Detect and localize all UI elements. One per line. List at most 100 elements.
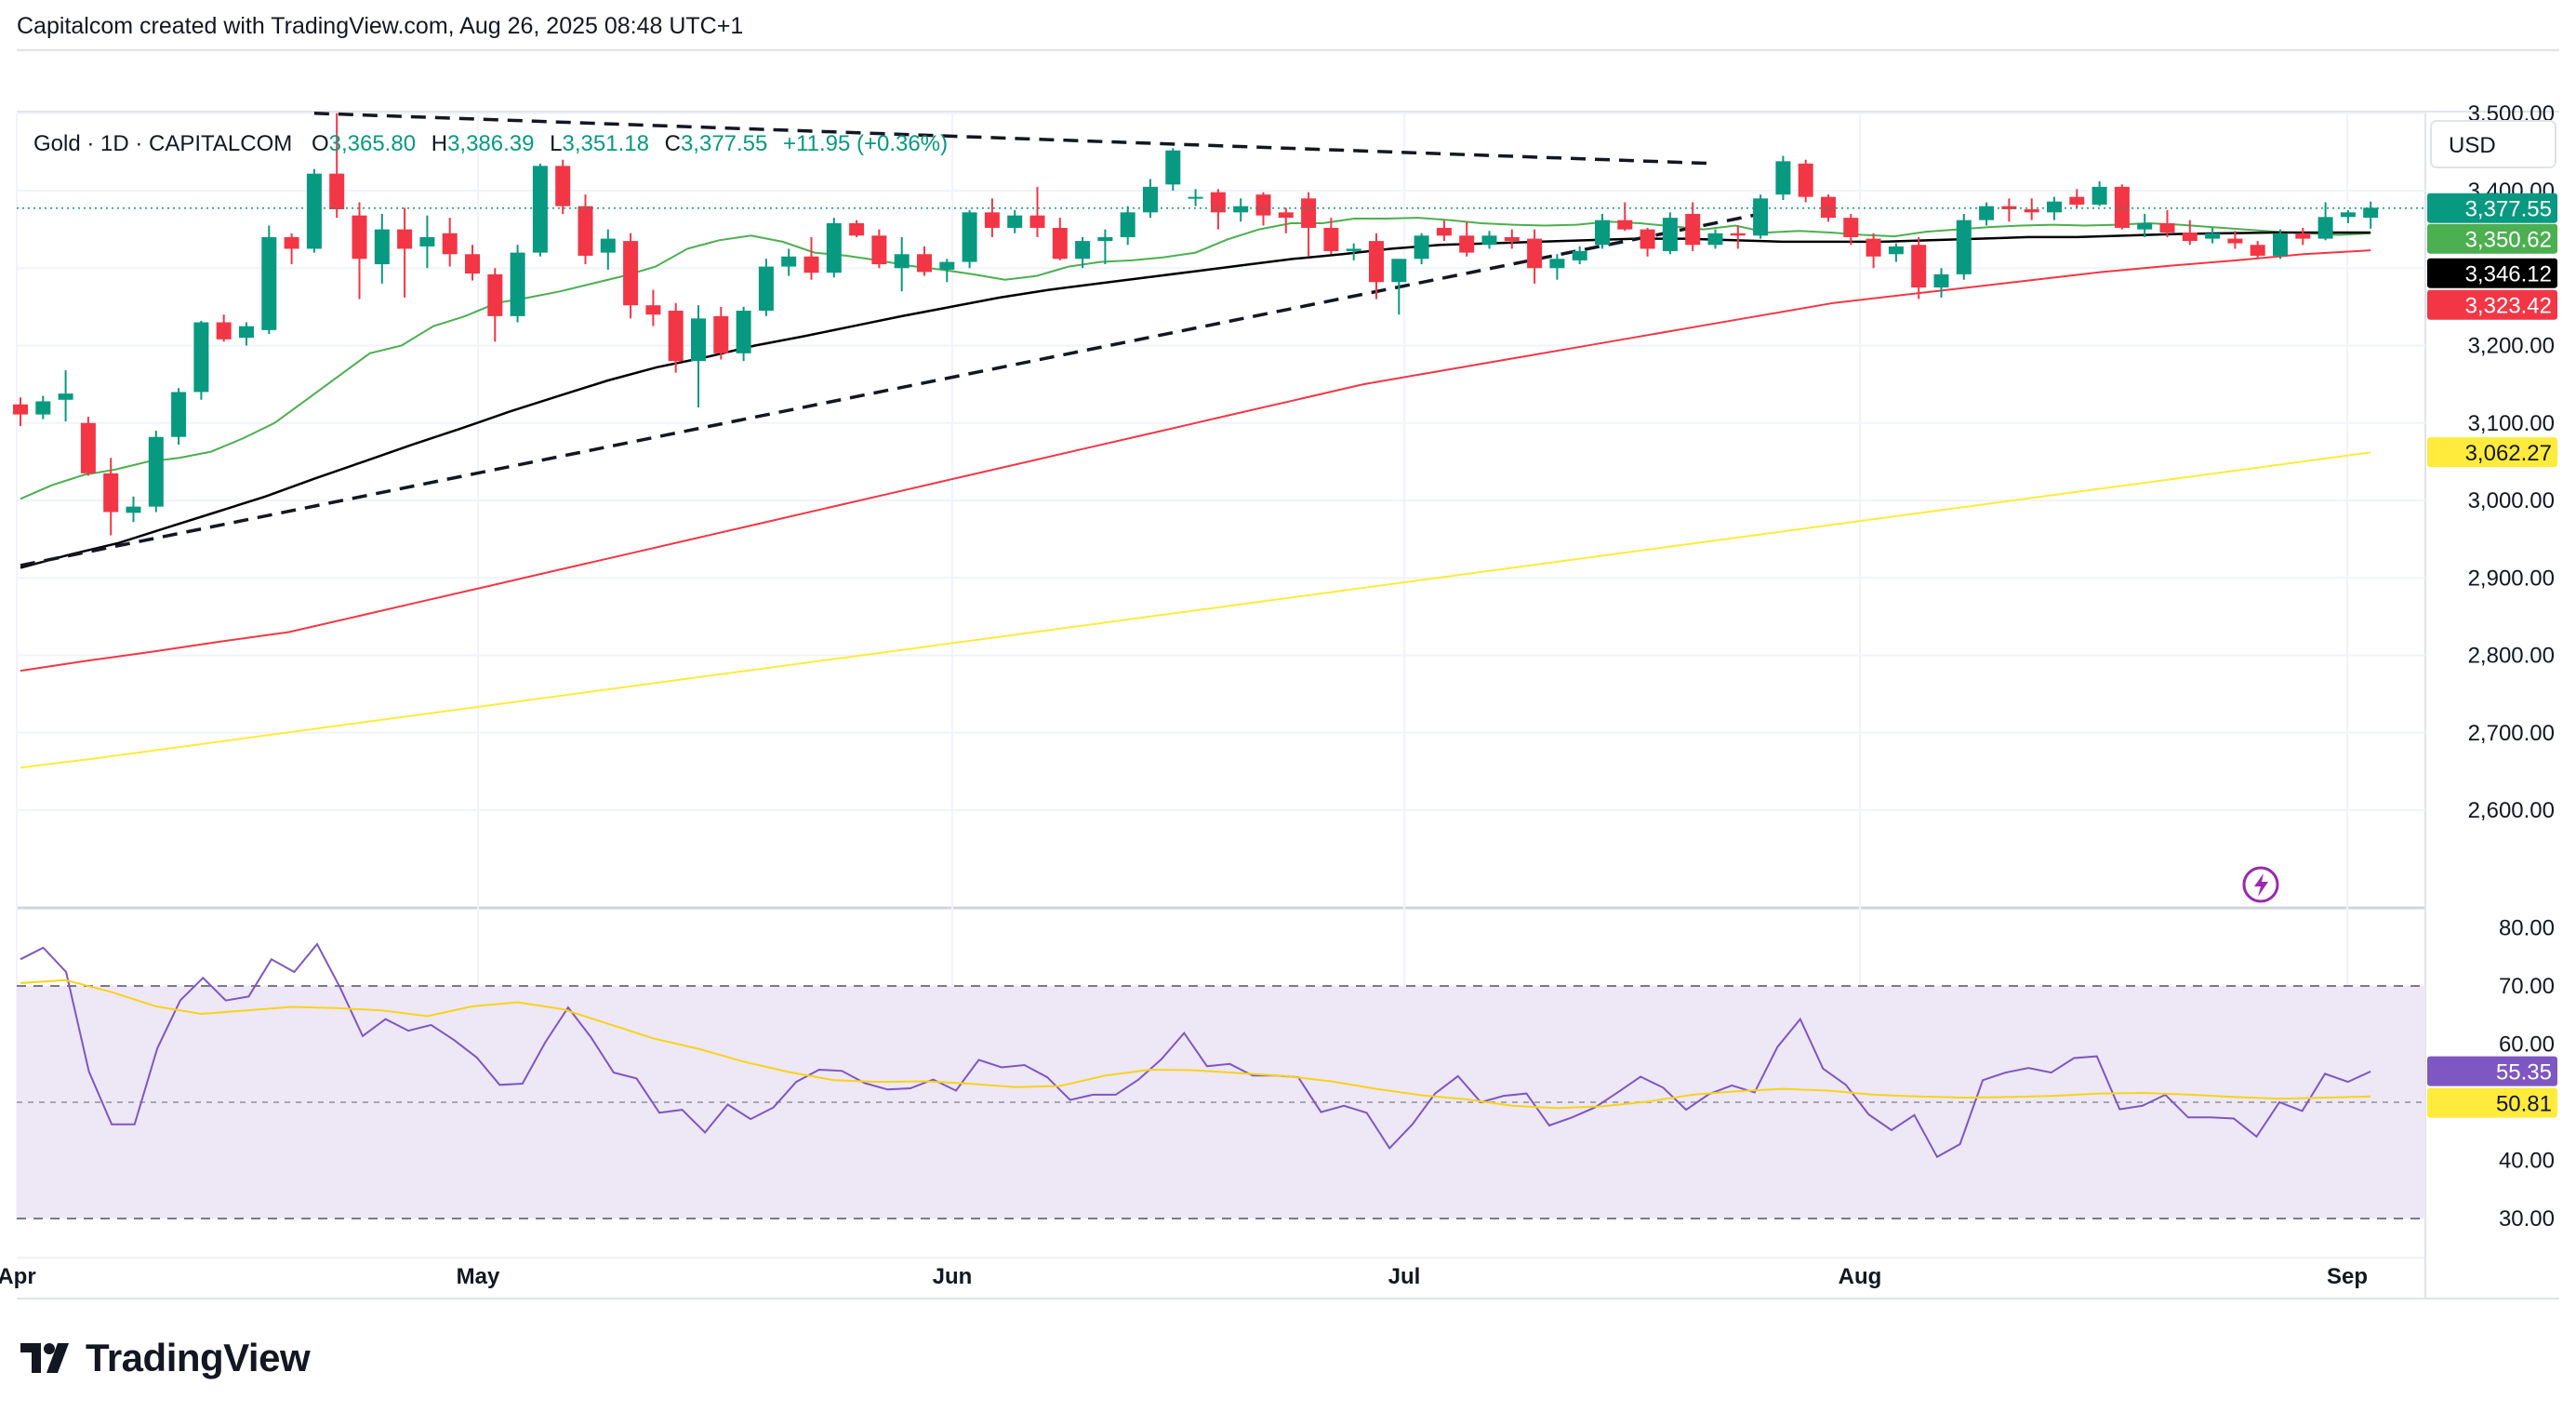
price-axis[interactable]: 3,500.003,400.003,300.003,200.003,100.00… <box>2468 101 2555 1232</box>
candle-body <box>465 254 480 274</box>
candle-body <box>2091 186 2107 205</box>
candle-body <box>329 173 345 209</box>
candle <box>2205 227 2221 244</box>
price-tick-label: 3,000.00 <box>2468 488 2555 513</box>
candle <box>1188 189 1203 206</box>
time-tick-label: Apr <box>0 1264 36 1289</box>
candle-body <box>758 266 774 312</box>
candle-body <box>1549 259 1565 269</box>
candle <box>1549 254 1565 280</box>
candle <box>1346 243 1361 260</box>
candle <box>239 322 254 346</box>
candle-body <box>1323 227 1339 251</box>
candle-body <box>1052 227 1068 260</box>
candle <box>2250 241 2265 260</box>
candle <box>419 215 435 269</box>
candle-body <box>939 261 955 270</box>
candle-body <box>1685 213 1701 246</box>
candle-body <box>2114 186 2130 228</box>
candle-body <box>2137 222 2153 230</box>
candle <box>1911 236 1927 300</box>
rsi-band <box>17 985 2425 1219</box>
candle-body <box>1595 220 1610 246</box>
rsi-line <box>20 942 2371 1159</box>
price-last-value: 3,323.42 <box>2427 289 2557 320</box>
ma200-line <box>20 451 2371 769</box>
candle <box>1120 206 1135 246</box>
candle <box>1888 243 1904 262</box>
candle <box>826 218 842 278</box>
candle <box>2182 220 2198 246</box>
candle-body <box>2295 233 2311 239</box>
candle <box>171 388 187 446</box>
candle <box>352 202 367 300</box>
candle <box>2317 202 2333 241</box>
legend-close-label: C <box>665 131 681 156</box>
candle <box>2024 198 2039 220</box>
candle-body <box>2205 233 2221 239</box>
candle-body <box>58 393 73 400</box>
candle-body <box>1459 235 1475 253</box>
candle <box>1097 229 1113 265</box>
candle-body <box>1075 241 1091 260</box>
legend: Gold · 1D · CAPITALCOM O3,365.80 H3,386.… <box>33 131 948 156</box>
candle-body <box>306 173 322 249</box>
rsi_ma-line <box>20 979 2371 1110</box>
candle-body <box>352 215 367 260</box>
candle <box>555 159 571 214</box>
candle <box>329 113 345 219</box>
candle-body <box>1640 229 1655 249</box>
candle <box>1843 213 1859 246</box>
rsi-last-value-text: 55.35 <box>2496 1060 2552 1086</box>
time-axis[interactable]: Apr May Jun Jul Aug Sep <box>0 1264 2368 1289</box>
candle <box>1369 233 1384 300</box>
candle-body <box>803 256 819 273</box>
candle <box>1436 220 1452 242</box>
candle <box>1979 202 1995 226</box>
tradingview-logo-text: TradingView <box>86 1336 311 1379</box>
chart-attribution: Capitalcom created with TradingView.com,… <box>17 13 744 39</box>
candle <box>1572 246 1587 265</box>
candle <box>261 225 277 335</box>
candle-body <box>1572 250 1587 260</box>
candle <box>2137 213 2153 237</box>
lightning-icon[interactable] <box>2242 866 2279 903</box>
chart-canvas[interactable]: 3,500.003,400.003,300.003,200.003,100.00… <box>0 0 2576 1319</box>
ma50-line <box>20 231 2371 569</box>
currency-button[interactable]: USD <box>2430 120 2556 168</box>
ma20-line <box>20 217 2371 500</box>
candle-body <box>284 236 299 249</box>
candle-body <box>171 392 187 437</box>
legend-symbol: Gold · 1D · CAPITALCOM <box>33 131 292 156</box>
candle-body <box>1097 236 1113 242</box>
candle-body <box>871 235 887 265</box>
candle-body <box>487 273 503 316</box>
candle <box>600 229 616 270</box>
candle <box>758 259 774 316</box>
price-tick-label: 2,900.00 <box>2468 566 2555 591</box>
rsi-tick-label: 60.00 <box>2499 1032 2555 1058</box>
candle-body <box>600 238 616 253</box>
candle-body <box>1346 248 1361 251</box>
candle <box>510 245 525 323</box>
legend-high: 3,386.39 <box>447 131 534 156</box>
candle-body <box>1843 218 1859 237</box>
candle <box>374 213 390 284</box>
candle-body <box>1662 218 1678 251</box>
candle <box>2227 231 2243 249</box>
candle-body <box>1007 215 1023 228</box>
candle <box>2273 229 2288 260</box>
candle <box>736 306 751 362</box>
currency-label: USD <box>2449 133 2496 158</box>
candle <box>284 233 299 265</box>
candle <box>691 305 706 408</box>
candle <box>1481 231 1497 249</box>
price-tick-label: 3,200.00 <box>2468 334 2555 359</box>
candle <box>1753 194 1769 239</box>
candle-body <box>1436 227 1452 236</box>
candle-body <box>35 401 51 415</box>
trendlines <box>20 112 1761 567</box>
candle <box>58 370 73 422</box>
candle-body <box>1707 233 1723 246</box>
candle-body <box>1527 238 1543 269</box>
